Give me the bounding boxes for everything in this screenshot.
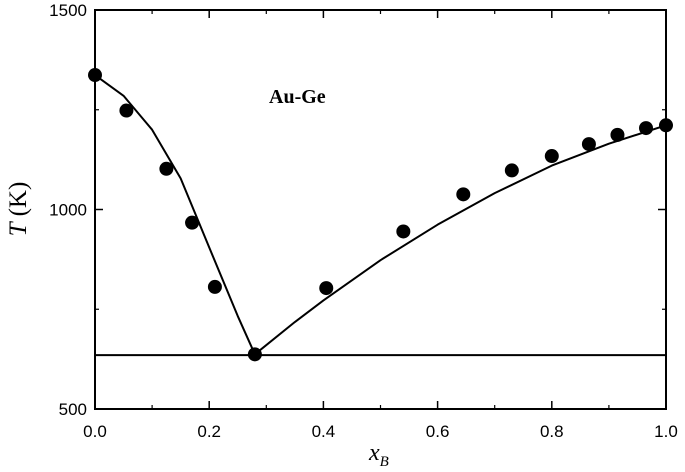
x-tick-label: 0.0 [83,422,107,441]
x-tick-label: 0.2 [197,422,221,441]
data-point [185,215,200,230]
axis-ticks [94,9,667,410]
data-point [247,347,262,362]
data-point [456,187,471,202]
x-axis-title: xB [368,440,389,470]
data-point [639,121,654,136]
data-point [581,137,596,152]
data-point [610,127,625,142]
data-point [504,163,519,178]
x-tick-label: 0.6 [426,422,450,441]
curve-line-1 [94,74,256,355]
y-axis-title: T (K) [5,182,32,237]
x-tick-label: 0.4 [312,422,336,441]
data-point [396,224,411,239]
data-point [319,281,334,296]
plot-content [88,68,673,362]
x-tick-label: 0.8 [540,422,564,441]
curve-line-2 [254,124,667,356]
x-axis-subscript: B [380,454,389,470]
data-point [159,161,174,176]
y-axis-unit: (K) [5,182,32,217]
x-axis-symbol: x [368,440,380,466]
plot-frame [94,9,667,410]
data-point [119,103,134,118]
data-point [207,279,222,294]
y-axis-symbol: T [5,220,32,236]
x-tick-label: 1.0 [654,422,678,441]
y-tick-label: 500 [59,400,87,419]
system-annotation: Au-Ge [269,86,326,108]
data-point [544,149,559,164]
axis-tick-labels: 0.0 0.2 0.4 0.6 0.8 1.0 500 1000 1500 [49,1,678,441]
y-tick-label: 1000 [49,201,87,220]
y-tick-label: 1500 [49,1,87,20]
